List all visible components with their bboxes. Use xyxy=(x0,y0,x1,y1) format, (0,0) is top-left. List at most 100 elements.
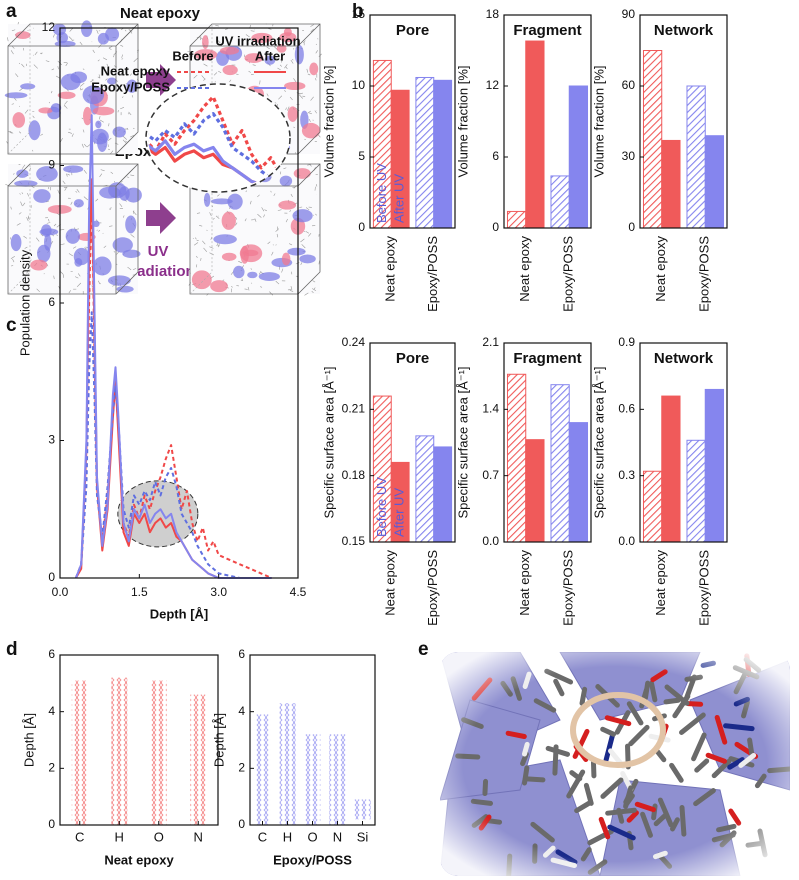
bond xyxy=(64,186,68,191)
point-cloud xyxy=(150,680,167,825)
bond xyxy=(293,126,296,128)
bond xyxy=(79,87,82,91)
bond xyxy=(312,280,316,283)
blob xyxy=(219,46,240,55)
y-axis-label: Specific surface area [Å⁻¹] xyxy=(591,366,606,518)
bar xyxy=(642,50,663,229)
y-axis-label: Depth [Å] xyxy=(211,713,226,767)
x-tick-label: Epoxy/POSS xyxy=(697,550,712,626)
blob xyxy=(242,249,259,257)
arrow xyxy=(146,64,176,96)
x-tick-label: 3.0 xyxy=(210,585,227,599)
bar xyxy=(686,85,706,229)
bond xyxy=(259,80,261,85)
x-tick-label: 1.5 xyxy=(131,585,148,599)
legend-label: Neat epoxy xyxy=(101,63,171,78)
blob xyxy=(213,234,237,245)
bond xyxy=(202,240,206,245)
bond xyxy=(24,109,29,114)
bond xyxy=(214,81,216,83)
bond xyxy=(245,34,250,38)
bond xyxy=(285,66,288,70)
legend-label: After UV xyxy=(392,488,407,537)
y-axis-label: Specific surface area [Å⁻¹] xyxy=(455,366,470,518)
plot-frame xyxy=(639,14,728,229)
bond xyxy=(18,62,21,65)
bond xyxy=(131,95,134,98)
bond xyxy=(235,216,238,220)
y-tick-label: 18 xyxy=(486,7,500,21)
bond xyxy=(53,275,55,280)
y-tick-label: 4 xyxy=(238,704,245,718)
bar xyxy=(525,439,545,543)
chart-title: Fragment xyxy=(513,350,581,367)
bond xyxy=(293,48,295,50)
y-tick-label: 90 xyxy=(622,7,636,21)
bond xyxy=(71,133,74,137)
bond xyxy=(104,85,107,88)
legend-label: After UV xyxy=(392,174,407,223)
y-tick-label: 60 xyxy=(622,78,636,92)
bond xyxy=(309,163,312,167)
bar xyxy=(433,79,453,229)
bond xyxy=(32,149,34,152)
cube xyxy=(5,163,142,295)
bond xyxy=(47,218,50,222)
y-tick-label: 0 xyxy=(238,817,245,831)
bond xyxy=(110,207,112,210)
bond xyxy=(291,59,294,61)
y-tick-label: 0.7 xyxy=(482,468,499,482)
bond xyxy=(99,119,104,123)
bond xyxy=(264,209,267,212)
bond xyxy=(62,180,66,185)
blob xyxy=(258,272,280,281)
bond xyxy=(66,173,68,177)
x-tick-label: Epoxy/POSS xyxy=(425,550,440,626)
bond xyxy=(10,50,14,55)
bond xyxy=(300,238,305,243)
x-tick-label: Epoxy/POSS xyxy=(561,236,576,312)
bond xyxy=(248,70,251,73)
bond xyxy=(275,280,280,285)
bond xyxy=(83,169,87,174)
bond xyxy=(26,217,29,222)
y-tick-label: 6 xyxy=(238,647,245,661)
point-cloud xyxy=(111,677,128,825)
bond xyxy=(121,54,123,58)
bar xyxy=(525,40,545,229)
bond xyxy=(108,123,110,127)
bond xyxy=(52,34,55,38)
bond xyxy=(310,24,314,27)
y-tick-label: 0 xyxy=(492,220,499,234)
legend-column: After xyxy=(255,48,285,63)
bond xyxy=(218,243,220,248)
bond xyxy=(302,95,306,97)
blob xyxy=(112,126,126,138)
blob xyxy=(227,193,243,210)
blob xyxy=(73,247,90,266)
bond xyxy=(290,59,294,64)
blob xyxy=(65,228,80,244)
bond xyxy=(72,246,77,249)
blob xyxy=(221,211,236,230)
bond xyxy=(46,222,51,224)
y-axis-label: Population density xyxy=(17,249,32,356)
bond xyxy=(209,252,212,254)
bond xyxy=(120,107,125,110)
bond xyxy=(300,262,303,266)
y-tick-label: 6 xyxy=(48,295,55,309)
blob xyxy=(14,180,38,187)
bond xyxy=(277,67,281,71)
x-tick-label: H xyxy=(115,829,124,844)
bond xyxy=(289,96,293,101)
bond xyxy=(26,270,28,274)
bond xyxy=(200,36,202,41)
bond xyxy=(284,64,288,69)
bond xyxy=(116,263,118,266)
bond xyxy=(222,279,225,282)
bond xyxy=(258,270,262,275)
x-tick-label: C xyxy=(258,829,267,844)
blob xyxy=(80,20,93,38)
plot-frame xyxy=(503,14,592,229)
bond xyxy=(275,228,280,232)
